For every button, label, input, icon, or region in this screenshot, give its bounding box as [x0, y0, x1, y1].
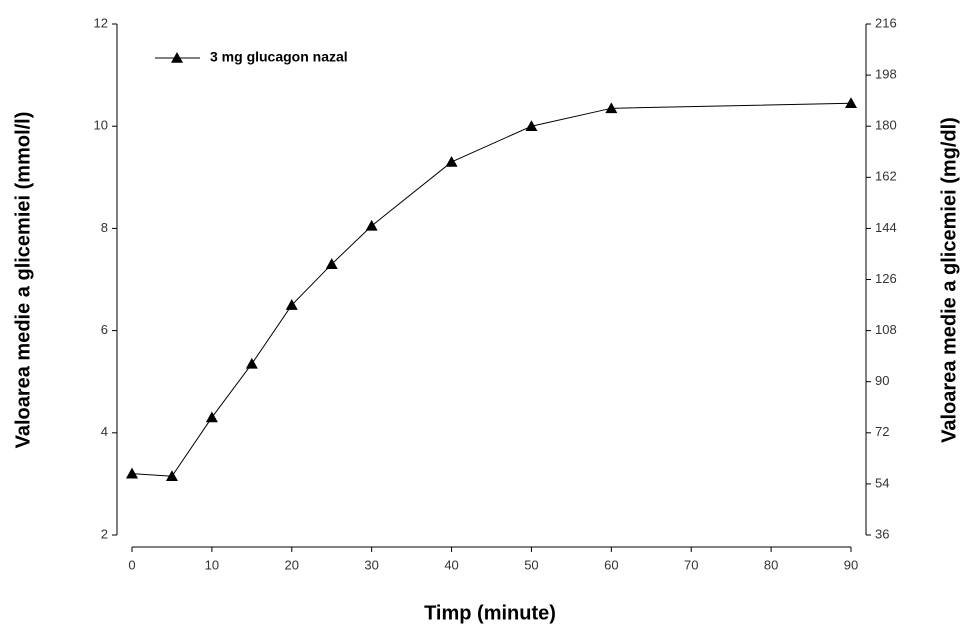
marker	[605, 102, 618, 114]
y2-tick-label: 36	[875, 526, 889, 541]
marker	[285, 299, 298, 310]
series-line	[131, 102, 852, 477]
y-tick-label: 10	[94, 118, 108, 133]
y2-tick-label: 126	[875, 271, 897, 286]
marker	[365, 219, 378, 231]
x-tick-label: 0	[128, 557, 135, 572]
marker	[126, 467, 138, 479]
x-tick-label: 70	[684, 557, 698, 572]
y2-axis-title: Valoarea medie a glicemiei (mg/dl)	[938, 117, 960, 443]
y2-tick-label: 54	[875, 475, 889, 490]
marker	[245, 357, 258, 369]
y2-tick-label: 144	[875, 220, 897, 235]
y-tick-label: 12	[94, 15, 108, 30]
x-tick-label: 90	[844, 557, 858, 572]
legend-marker	[171, 52, 183, 63]
x-tick-label: 30	[364, 557, 378, 572]
x-tick-label: 20	[285, 557, 299, 572]
y-tick-label: 2	[101, 526, 108, 541]
marker	[445, 155, 458, 167]
y-tick-label: 6	[101, 322, 108, 337]
marker	[525, 120, 538, 131]
y2-tick-label: 198	[875, 67, 897, 82]
marker	[325, 258, 338, 269]
y2-tick-label: 90	[875, 373, 889, 388]
x-tick-label: 60	[604, 557, 618, 572]
y-tick-label: 4	[101, 424, 108, 439]
y2-tick-label: 108	[875, 322, 897, 337]
x-tick-label: 40	[444, 557, 458, 572]
marker	[165, 470, 178, 482]
y-axis-title: Valoarea medie a glicemiei (mmol/l)	[12, 112, 34, 449]
y-tick-label: 8	[101, 220, 108, 235]
legend-label: 3 mg glucagon nazal	[210, 49, 348, 65]
marker	[205, 411, 218, 423]
x-axis-title: Timp (minute)	[424, 602, 556, 624]
x-tick-label: 80	[764, 557, 778, 572]
x-tick-label: 50	[524, 557, 538, 572]
y2-tick-label: 216	[875, 15, 897, 30]
x-tick-label: 10	[205, 557, 219, 572]
marker	[845, 97, 857, 109]
y2-tick-label: 72	[875, 424, 889, 439]
y2-tick-label: 162	[875, 169, 897, 184]
y2-tick-label: 180	[875, 118, 897, 133]
